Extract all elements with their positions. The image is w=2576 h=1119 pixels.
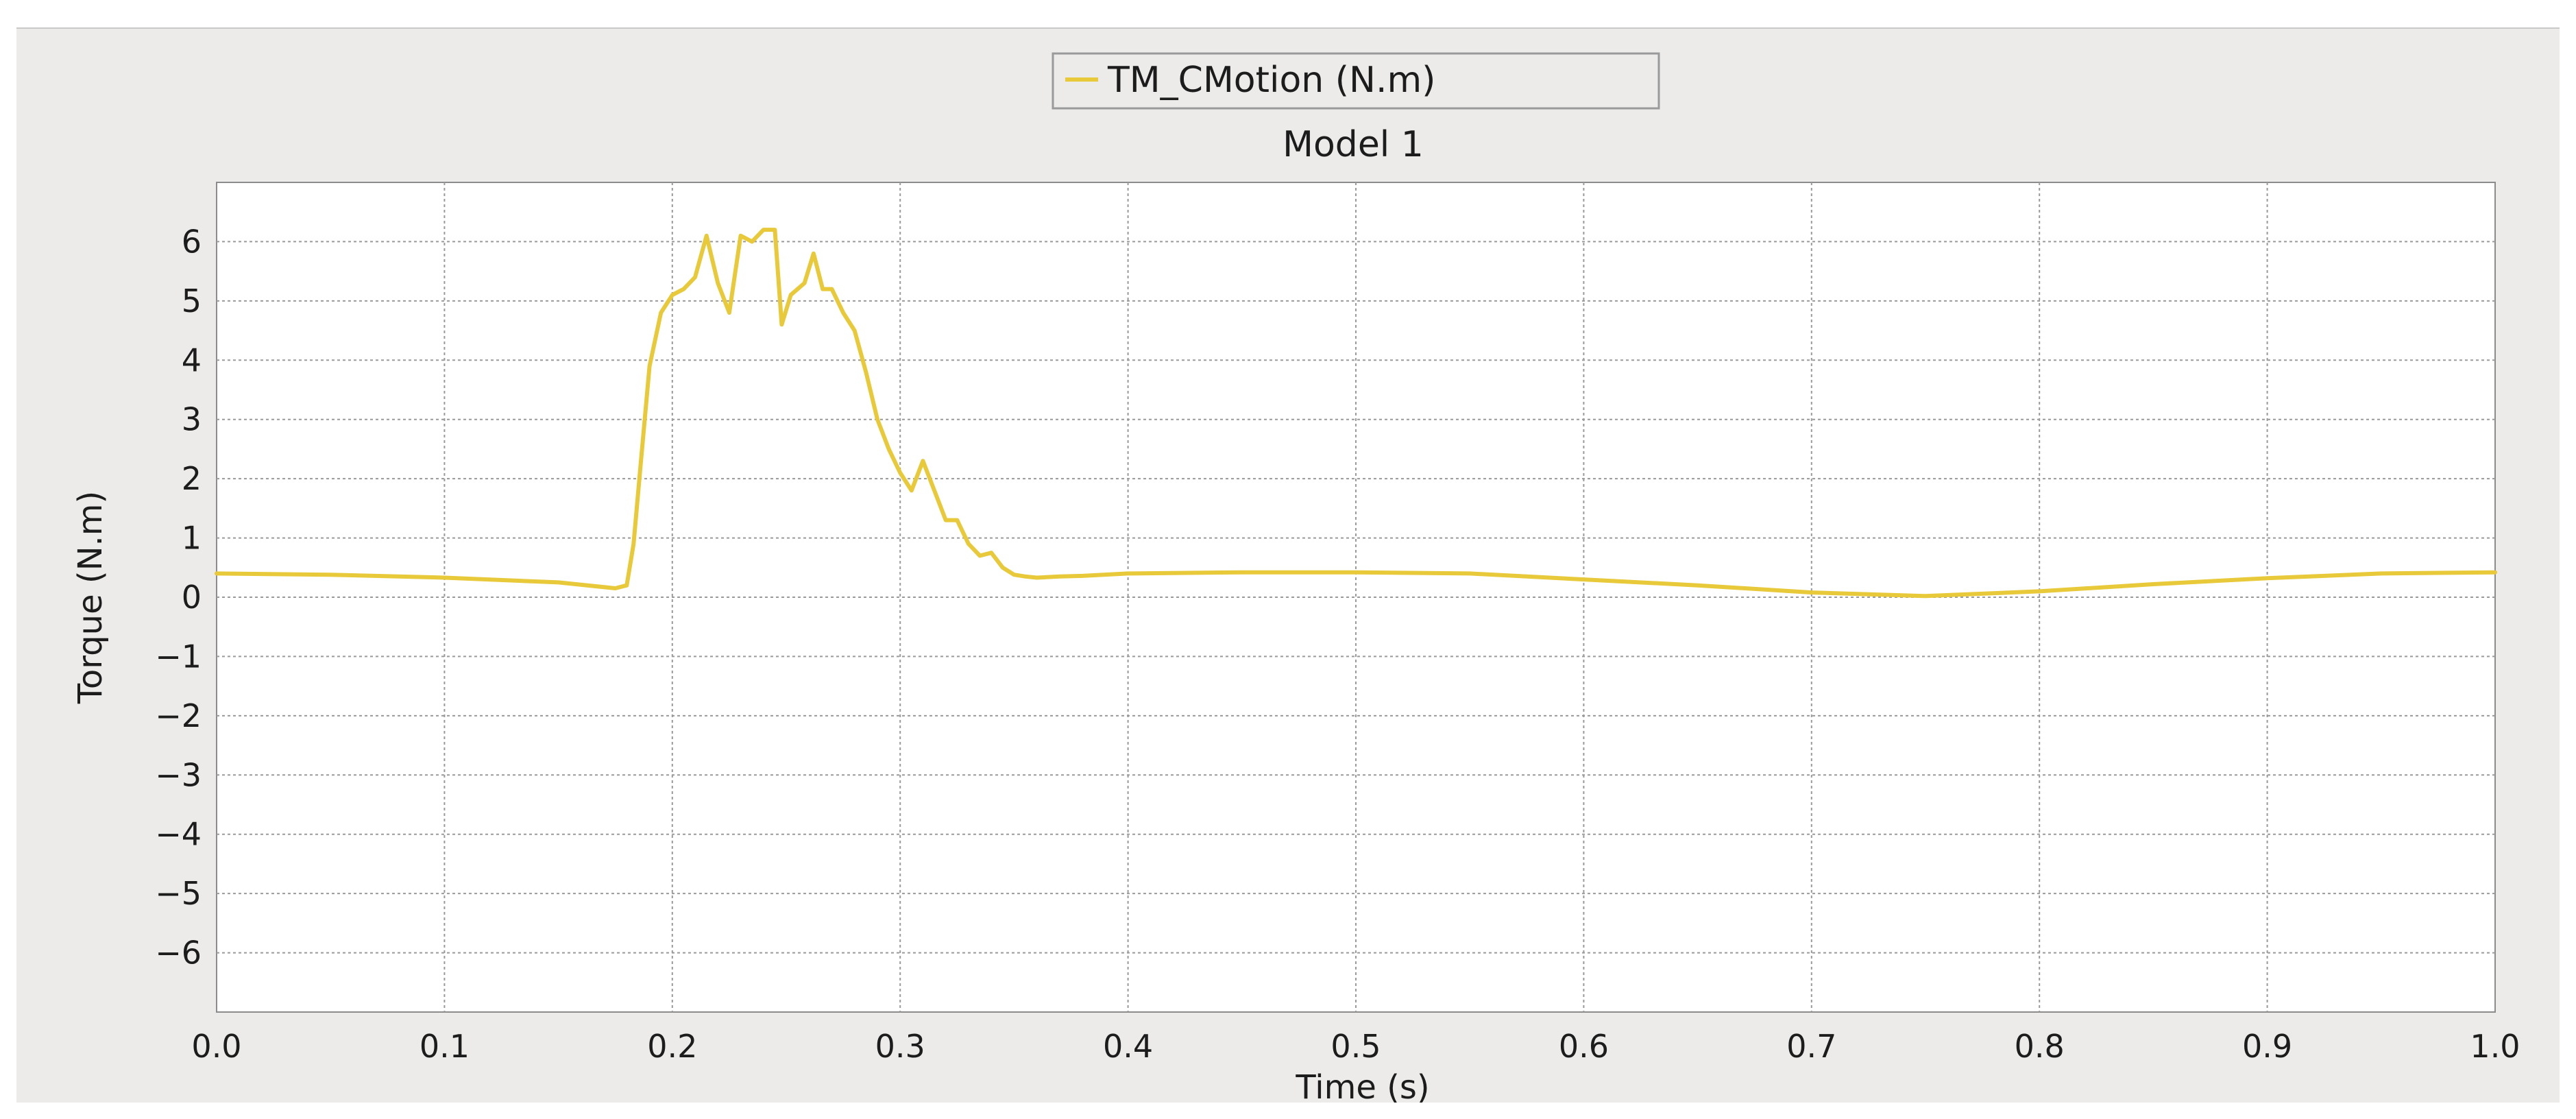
x-tick-label: 0.0 <box>191 1028 241 1065</box>
x-tick-label: 0.7 <box>1786 1028 1836 1065</box>
chart-title: Model 1 <box>1283 124 1424 165</box>
chart-svg: TM_CMotion (N.m) Model 1 6 5 4 3 2 1 0 −1 −2 −3 −4… <box>71 52 2520 1103</box>
y-tick-label: 6 <box>182 223 202 260</box>
legend-label: TM_CMotion (N.m) <box>1107 60 1435 101</box>
y-tick-label: −2 <box>155 697 202 734</box>
grid-layer <box>217 182 2495 1012</box>
x-tick-label: 0.4 <box>1103 1028 1153 1065</box>
x-tick-label: 1.0 <box>2470 1028 2520 1065</box>
y-tick-label: 1 <box>182 520 202 557</box>
x-tick-label: 0.1 <box>420 1028 470 1065</box>
x-tick-label: 0.5 <box>1330 1028 1381 1065</box>
x-tick-labels: 0.0 0.1 0.2 0.3 0.4 0.5 0.6 0.7 0.8 0.9 1.0 <box>191 1028 2520 1065</box>
y-tick-label: −5 <box>155 875 202 912</box>
y-axis-title: Torque (N.m) <box>71 491 110 704</box>
x-axis-title: Time (s) <box>1295 1068 1429 1103</box>
legend-box <box>1052 52 1660 110</box>
y-tick-label: −1 <box>155 638 202 675</box>
x-tick-label: 0.8 <box>2015 1028 2065 1065</box>
y-tick-label: 3 <box>182 401 202 438</box>
x-tick-label: 0.3 <box>875 1028 925 1065</box>
x-tick-label: 0.9 <box>2242 1028 2292 1065</box>
y-tick-label: 5 <box>182 282 202 320</box>
y-tick-label: 0 <box>182 579 202 616</box>
y-tick-label: −6 <box>155 935 202 972</box>
chart-panel: TM_CMotion (N.m) Model 1 6 5 4 3 2 1 0 −1 −2 −3 −4… <box>16 27 2560 1103</box>
y-tick-label: 4 <box>182 341 202 378</box>
series-layer <box>215 228 2497 599</box>
y-tick-label: 2 <box>182 460 202 497</box>
x-tick-label: 0.6 <box>1559 1028 1609 1065</box>
legend: TM_CMotion (N.m) <box>1052 52 1660 110</box>
y-tick-label: −4 <box>155 816 202 853</box>
y-tick-labels: 6 5 4 3 2 1 0 −1 −2 −3 −4 −5 −6 <box>155 223 202 971</box>
x-tick-label: 0.2 <box>647 1028 697 1065</box>
y-tick-label: −3 <box>155 756 202 793</box>
series-line-tm-cmotion <box>215 228 2497 599</box>
